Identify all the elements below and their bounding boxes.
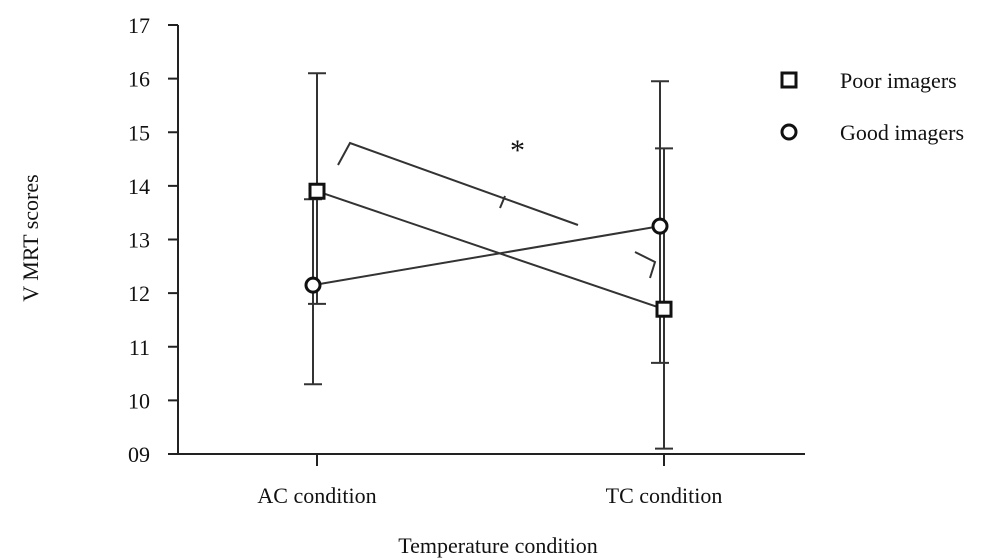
- data-point-circle: [304, 276, 322, 294]
- y-axis-ticks: 09 10 11 12 13 14 15 16 17: [128, 13, 178, 467]
- y-tick-label: 14: [128, 174, 150, 199]
- y-tick-label: 13: [128, 228, 150, 253]
- series-lines: [312, 190, 665, 311]
- y-tick-label: 12: [128, 281, 150, 306]
- legend-label: Good imagers: [840, 120, 964, 145]
- x-axis-title: Temperature condition: [398, 533, 597, 558]
- y-tick-label: 15: [128, 120, 150, 145]
- x-tick-label: AC condition: [257, 483, 376, 508]
- series-line-good-imagers: [312, 225, 661, 287]
- data-point-circle: [651, 217, 669, 235]
- x-tick-label: TC condition: [606, 483, 723, 508]
- y-tick-label: 09: [128, 442, 150, 467]
- legend: Poor imagers Good imagers: [780, 68, 964, 145]
- data-point-square: [308, 182, 326, 200]
- y-tick-label: 16: [128, 67, 150, 92]
- y-axis-title: V MRT scores: [18, 174, 43, 301]
- error-bar: [655, 147, 673, 450]
- legend-label: Poor imagers: [840, 68, 957, 93]
- y-tick-label: 17: [128, 13, 150, 38]
- significance-bracket-main: [337, 141, 579, 226]
- axes: [177, 25, 805, 455]
- series-line-poor-imagers: [316, 190, 665, 311]
- x-axis-ticks: AC condition TC condition: [257, 454, 722, 508]
- data-points: [304, 182, 673, 318]
- significance-asterisk: *: [510, 134, 525, 167]
- data-point-square: [655, 300, 673, 318]
- significance-bracket-small: [634, 251, 657, 279]
- legend-marker-square: [780, 71, 798, 89]
- y-tick-label: 10: [128, 388, 150, 413]
- legend-marker-circle: [780, 123, 798, 141]
- significance-brackets: *: [337, 134, 657, 279]
- error-bars: [304, 72, 673, 450]
- y-tick-label: 11: [129, 335, 150, 360]
